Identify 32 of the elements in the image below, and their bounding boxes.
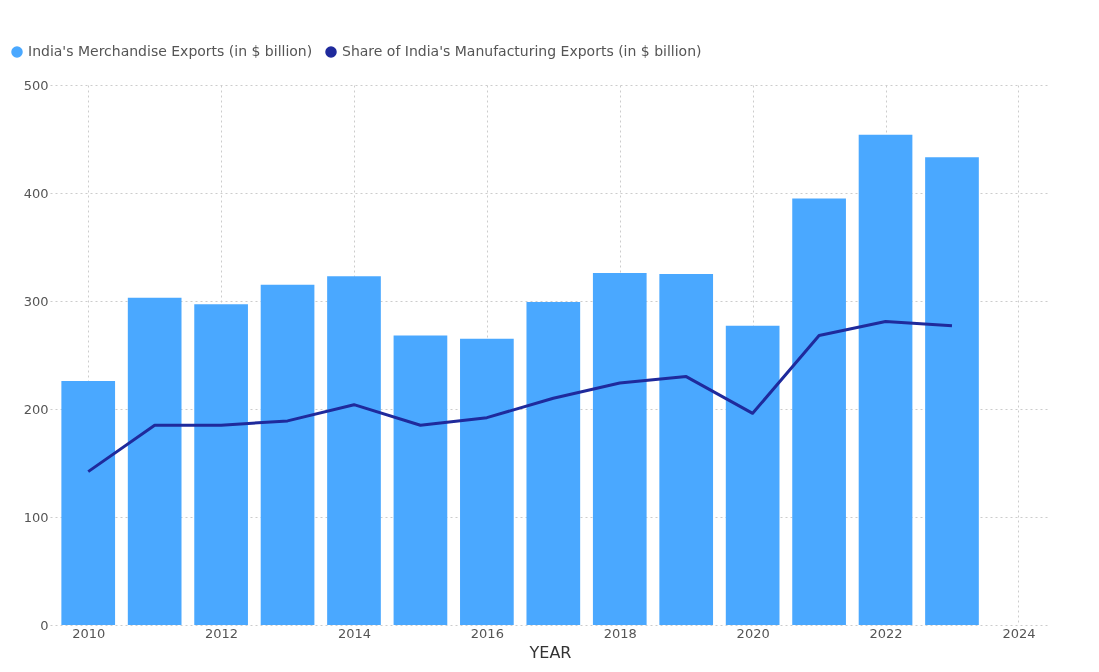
bar [925,157,979,625]
y-tick-label: 500 [23,77,49,93]
y-tick-label: 300 [23,293,49,309]
x-tick-label: 2020 [736,625,770,641]
bar [327,276,381,625]
bar [858,134,913,625]
y-tick-label: 100 [23,509,49,525]
x-tick-label: 2022 [869,625,903,641]
bar [792,198,846,625]
bar [592,272,647,625]
bar [127,297,182,625]
bar [526,302,581,625]
x-tick-label: 2010 [72,625,106,641]
bar [725,325,780,625]
bar [260,284,315,625]
x-axis-title: YEAR [528,642,572,662]
bar [659,274,714,625]
bar [61,380,116,625]
x-tick-label: 2024 [1002,625,1036,641]
x-tick-label: 2018 [603,625,637,641]
legend-label: Share of India's Manufacturing Exports (in $ billion) [342,43,702,59]
line-series [86,320,954,474]
bar [460,338,514,625]
x-tick-label: 2012 [205,625,239,641]
y-tick-label: 0 [40,617,49,633]
x-tick-label: 2016 [470,625,504,641]
bar [393,335,448,625]
bar [194,304,248,625]
y-tick-label: 400 [23,185,49,201]
y-tick-label: 200 [23,401,49,417]
legend-label: India's Merchandise Exports (in $ billion) [28,43,313,59]
x-tick-label: 2014 [337,625,372,641]
